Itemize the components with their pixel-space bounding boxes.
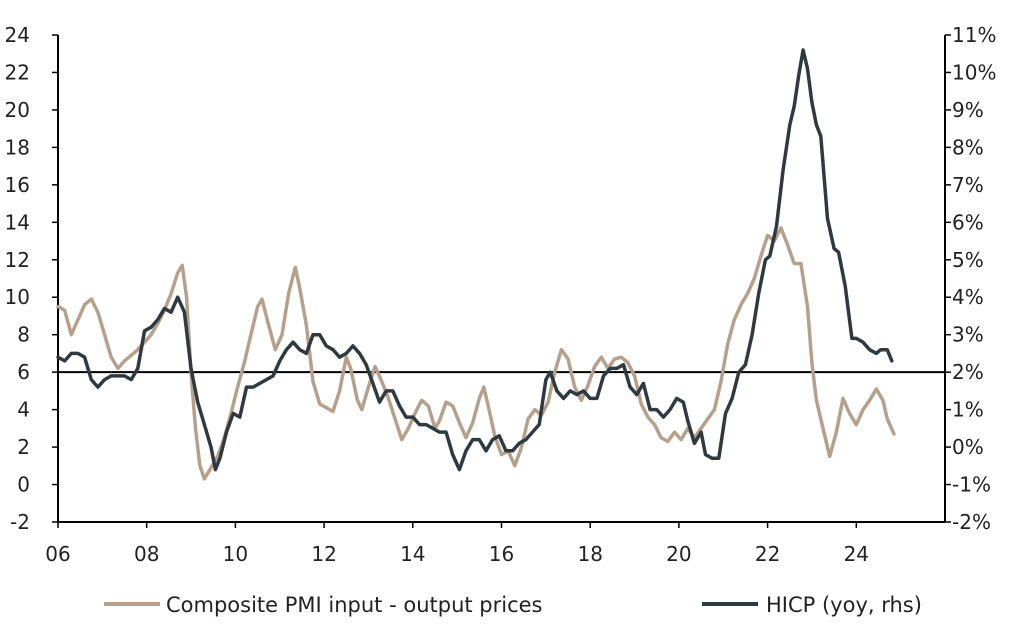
y-right-tick-label: 11% [952,23,996,47]
series-line-hicp [56,48,894,472]
y-right-tick-label: 3% [952,323,984,347]
y-left-tick-label: 18 [5,135,30,159]
x-tick-label: 24 [844,542,869,566]
x-tick-label: 16 [489,542,514,566]
y-left-tick-label: 20 [5,98,30,122]
x-tick-label: 20 [666,542,691,566]
y-left-tick-label: -2 [10,510,30,534]
y-right-tick-label: 0% [952,435,984,459]
x-tick-label: 14 [400,542,425,566]
y-left-tick-label: 2 [17,435,30,459]
y-right-tick-label: -1% [952,473,991,497]
y-left-tick-label: 8 [17,323,30,347]
x-tick-label: 18 [577,542,602,566]
x-tick-label: 08 [134,542,159,566]
legend-label-hicp: HICP (yoy, rhs) [766,593,922,617]
y-left-tick-label: 10 [5,285,30,309]
y-left-tick-label: 4 [17,398,30,422]
y-left-tick-label: 22 [5,60,30,84]
y-left-tick-label: 14 [5,210,30,234]
series-line-pmi [56,226,896,481]
y-right-tick-label: 9% [952,98,984,122]
y-right-tick-label: 4% [952,285,984,309]
legend-label-pmi: Composite PMI input - output prices [166,593,543,617]
y-right-tick-label: 2% [952,360,984,384]
x-tick-label: 06 [45,542,70,566]
y-right-tick-label: 6% [952,210,984,234]
y-right-tick-label: 1% [952,398,984,422]
legend: Composite PMI input - output prices HICP… [104,593,922,617]
y-right-tick-label: 8% [952,135,984,159]
series-layer [56,48,945,481]
y-right-tick-label: 10% [952,60,996,84]
y-left-tick-label: 12 [5,248,30,272]
x-tick-label: 10 [223,542,248,566]
y-right-tick-label: 5% [952,248,984,272]
y-left-tick-label: 6 [17,360,30,384]
y-left-tick-label: 0 [17,473,30,497]
y-left-tick-label: 24 [5,23,30,47]
y-right-tick-label: -2% [952,510,991,534]
axes: -2024681012141618202224-2%-1%0%1%2%3%4%5… [5,23,997,566]
y-left-tick-label: 16 [5,173,30,197]
x-tick-label: 12 [311,542,336,566]
x-tick-label: 22 [755,542,780,566]
y-right-tick-label: 7% [952,173,984,197]
